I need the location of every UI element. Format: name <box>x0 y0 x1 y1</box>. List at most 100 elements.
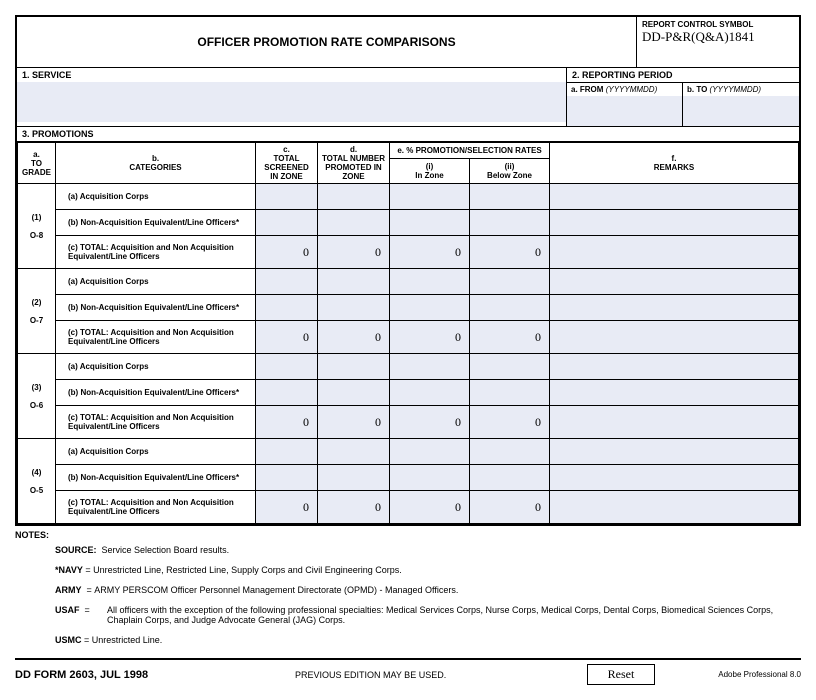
value-input[interactable] <box>256 184 318 210</box>
total-value[interactable]: 0 <box>470 491 550 524</box>
value-input[interactable] <box>256 439 318 465</box>
col-f-header: f. REMARKS <box>550 143 799 184</box>
value-input[interactable] <box>256 380 318 406</box>
grade-cell: (2)O-7 <box>18 269 56 354</box>
service-input[interactable] <box>17 82 566 122</box>
value-input[interactable] <box>256 210 318 236</box>
report-symbol-box: REPORT CONTROL SYMBOL DD-P&R(Q&A)1841 <box>637 17 799 68</box>
total-value[interactable]: 0 <box>318 406 390 439</box>
remarks-input[interactable] <box>550 184 799 210</box>
value-input[interactable] <box>470 380 550 406</box>
reset-button[interactable]: Reset <box>587 664 656 685</box>
value-input[interactable] <box>256 465 318 491</box>
value-input[interactable] <box>318 184 390 210</box>
value-input[interactable] <box>390 184 470 210</box>
value-input[interactable] <box>470 295 550 321</box>
value-input[interactable] <box>318 269 390 295</box>
value-input[interactable] <box>318 210 390 236</box>
remarks-input[interactable] <box>550 380 799 406</box>
to-label: b. TO <box>687 85 707 94</box>
value-input[interactable] <box>318 465 390 491</box>
category-a: (a) Acquisition Corps <box>56 184 256 210</box>
grade-cell: (1)O-8 <box>18 184 56 269</box>
total-value[interactable]: 0 <box>390 236 470 269</box>
remarks-input[interactable] <box>550 295 799 321</box>
remarks-input[interactable] <box>550 236 799 269</box>
value-input[interactable] <box>256 295 318 321</box>
value-input[interactable] <box>318 439 390 465</box>
value-input[interactable] <box>470 210 550 236</box>
total-value[interactable]: 0 <box>318 321 390 354</box>
remarks-input[interactable] <box>550 491 799 524</box>
total-value[interactable]: 0 <box>256 406 318 439</box>
notes-section: NOTES: SOURCE: Service Selection Board r… <box>15 526 801 650</box>
reporting-from: a. FROM (YYYYMMDD) <box>567 83 683 126</box>
value-input[interactable] <box>318 380 390 406</box>
remarks-input[interactable] <box>550 321 799 354</box>
to-input[interactable] <box>683 96 799 126</box>
total-value[interactable]: 0 <box>470 406 550 439</box>
from-input[interactable] <box>567 96 682 126</box>
value-input[interactable] <box>390 354 470 380</box>
value-input[interactable] <box>256 354 318 380</box>
total-value[interactable]: 0 <box>318 491 390 524</box>
col-e-ii-header: (ii) Below Zone <box>470 158 550 184</box>
grade-cell: (4)O-5 <box>18 439 56 524</box>
total-value[interactable]: 0 <box>256 491 318 524</box>
total-value[interactable]: 0 <box>390 321 470 354</box>
value-input[interactable] <box>318 354 390 380</box>
value-input[interactable] <box>470 465 550 491</box>
report-symbol-value: DD-P&R(Q&A)1841 <box>642 29 794 45</box>
remarks-input[interactable] <box>550 210 799 236</box>
value-input[interactable] <box>390 439 470 465</box>
value-input[interactable] <box>318 295 390 321</box>
note-navy: *NAVY = Unrestricted Line, Restricted Li… <box>15 560 801 580</box>
total-value[interactable]: 0 <box>470 236 550 269</box>
notes-header: NOTES: <box>15 530 801 540</box>
value-input[interactable] <box>390 269 470 295</box>
category-a: (a) Acquisition Corps <box>56 439 256 465</box>
total-value[interactable]: 0 <box>390 491 470 524</box>
reporting-cell: 2. REPORTING PERIOD a. FROM (YYYYMMDD) b… <box>567 68 799 126</box>
value-input[interactable] <box>470 269 550 295</box>
service-reporting-row: 1. SERVICE 2. REPORTING PERIOD a. FROM (… <box>17 68 799 127</box>
category-c: (c) TOTAL: Acquisition and Non Acquisiti… <box>56 236 256 269</box>
value-input[interactable] <box>470 439 550 465</box>
form-container: OFFICER PROMOTION RATE COMPARISONS REPOR… <box>15 15 801 526</box>
from-hint: (YYYYMMDD) <box>606 85 658 94</box>
reporting-to: b. TO (YYYYMMDD) <box>683 83 799 126</box>
value-input[interactable] <box>256 269 318 295</box>
total-value[interactable]: 0 <box>256 321 318 354</box>
value-input[interactable] <box>470 354 550 380</box>
category-a: (a) Acquisition Corps <box>56 269 256 295</box>
category-a: (a) Acquisition Corps <box>56 354 256 380</box>
value-input[interactable] <box>390 295 470 321</box>
remarks-input[interactable] <box>550 406 799 439</box>
reporting-label: 2. REPORTING PERIOD <box>567 68 799 83</box>
note-usmc: USMC = Unrestricted Line. <box>15 630 801 650</box>
remarks-input[interactable] <box>550 354 799 380</box>
value-input[interactable] <box>390 380 470 406</box>
from-label: a. FROM <box>571 85 603 94</box>
category-b: (b) Non-Acquisition Equivalent/Line Offi… <box>56 380 256 406</box>
total-value[interactable]: 0 <box>318 236 390 269</box>
category-c: (c) TOTAL: Acquisition and Non Acquisiti… <box>56 491 256 524</box>
category-b: (b) Non-Acquisition Equivalent/Line Offi… <box>56 295 256 321</box>
adobe-label: Adobe Professional 8.0 <box>681 670 801 679</box>
service-label: 1. SERVICE <box>17 68 566 82</box>
total-value[interactable]: 0 <box>470 321 550 354</box>
remarks-input[interactable] <box>550 465 799 491</box>
form-title: OFFICER PROMOTION RATE COMPARISONS <box>17 17 637 68</box>
service-cell: 1. SERVICE <box>17 68 567 126</box>
remarks-input[interactable] <box>550 439 799 465</box>
value-input[interactable] <box>390 465 470 491</box>
category-c: (c) TOTAL: Acquisition and Non Acquisiti… <box>56 406 256 439</box>
col-a-header: a. TO GRADE <box>18 143 56 184</box>
value-input[interactable] <box>470 184 550 210</box>
value-input[interactable] <box>390 210 470 236</box>
total-value[interactable]: 0 <box>390 406 470 439</box>
grade-cell: (3)O-6 <box>18 354 56 439</box>
total-value[interactable]: 0 <box>256 236 318 269</box>
remarks-input[interactable] <box>550 269 799 295</box>
to-hint: (YYYYMMDD) <box>710 85 762 94</box>
